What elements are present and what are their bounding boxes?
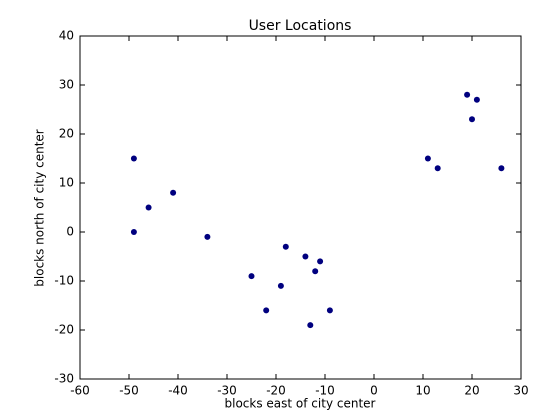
x-tick-label: -20 <box>266 384 286 398</box>
point <box>317 258 324 265</box>
point <box>170 189 177 196</box>
point <box>434 165 441 172</box>
point <box>473 96 480 103</box>
point <box>469 116 475 123</box>
x-tick-label: -60 <box>70 384 90 398</box>
y-tick-label: 0 <box>66 225 74 239</box>
y-tick-label: -20 <box>54 323 74 337</box>
point <box>424 155 431 162</box>
y-axis-label: blocks north of city center <box>33 129 47 287</box>
point <box>130 229 137 235</box>
y-tick-label: 20 <box>59 127 74 141</box>
x-tick-label: 20 <box>464 384 479 398</box>
point <box>263 307 270 314</box>
point <box>248 273 255 280</box>
point <box>204 233 211 240</box>
chart-title: User Locations <box>249 18 352 34</box>
x-axis-label: blocks east of city center <box>225 397 376 411</box>
plot-frame <box>79 35 522 380</box>
x-tick-label: -40 <box>168 384 188 398</box>
point <box>464 91 471 98</box>
x-tick-label: 0 <box>370 384 378 398</box>
point <box>302 253 309 260</box>
y-tick-label: -30 <box>54 372 74 386</box>
point <box>498 165 505 172</box>
x-tick-label: 30 <box>513 384 528 398</box>
x-tick-label: 10 <box>415 384 430 398</box>
x-tick-label: -10 <box>315 384 335 398</box>
x-tick-label: -50 <box>119 384 139 398</box>
point <box>277 282 284 289</box>
point <box>130 155 137 162</box>
y-tick-label: 10 <box>59 176 74 190</box>
x-tick-label: -30 <box>217 384 237 398</box>
point <box>312 268 319 275</box>
y-tick-label: 30 <box>59 78 74 92</box>
point <box>282 243 289 250</box>
y-tick-label: 40 <box>59 29 74 43</box>
point <box>307 322 314 329</box>
point <box>145 204 152 211</box>
point <box>326 307 333 314</box>
y-tick-label: -10 <box>54 274 74 288</box>
